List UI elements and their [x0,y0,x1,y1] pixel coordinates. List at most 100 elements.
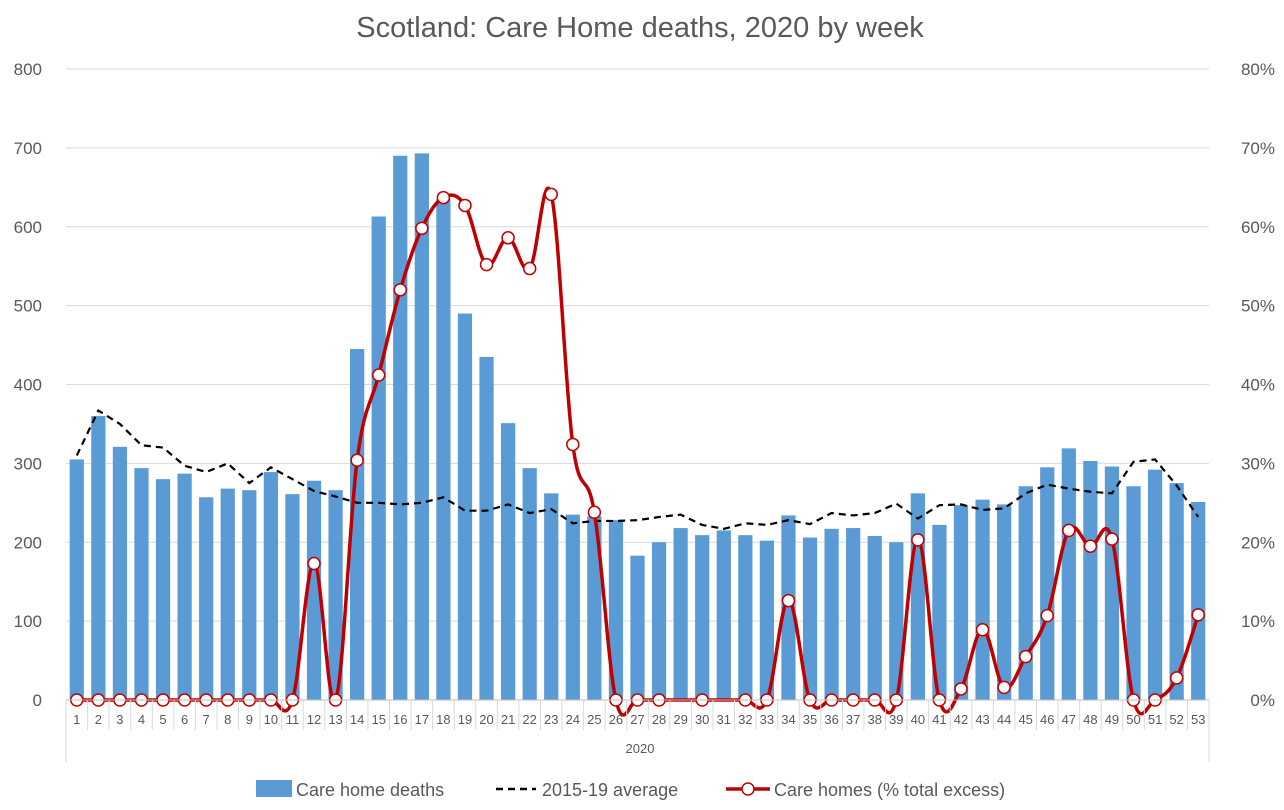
legend-swatch-marker [741,782,755,796]
x-tick-label: 18 [436,712,450,727]
gridlines [66,68,1209,622]
x-tick-label: 53 [1191,712,1205,727]
bar-week-36 [824,528,839,700]
excess-marker-week-42 [954,682,968,696]
bar-week-3 [112,446,128,700]
bar-week-2 [91,416,106,700]
bar-week-44 [997,504,1012,700]
excess-marker-week-46 [1040,608,1055,623]
x-tick-label: 51 [1148,712,1162,727]
y-tick-label-right: 50% [1241,297,1275,316]
x-tick-label: 1 [73,712,80,727]
bar-week-48 [1083,461,1098,700]
y-tick-label-left: 500 [14,297,42,316]
bar-week-35 [802,537,818,700]
bar-week-1 [69,459,84,700]
bar-week-33 [759,540,775,700]
excess-marker-week-12 [307,556,321,571]
y-tick-label-right: 0% [1250,691,1275,710]
x-tick-label: 7 [203,712,210,727]
x-tick-label: 41 [932,712,946,727]
y-tick-label-left: 600 [14,218,42,237]
y-tick-label-left: 100 [14,612,42,631]
x-tick-label: 27 [630,712,644,727]
bar-week-45 [1018,486,1033,700]
x-tick-label: 4 [138,712,145,727]
bar-week-10 [263,472,278,700]
x-tick-label: 40 [911,712,925,727]
x-tick-label: 47 [1062,712,1076,727]
x-tick-label: 48 [1083,712,1097,727]
x-tick-label: 12 [307,712,321,727]
legend-swatch-bars [256,780,292,797]
x-tick-label: 50 [1126,712,1140,727]
legend-item-care-home-deaths: Care home deaths [256,780,444,800]
x-tick-label: 30 [695,712,709,727]
bar-week-28 [651,542,667,700]
bar-week-53 [1191,502,1206,700]
x-tick-label: 49 [1105,712,1119,727]
x-tick-label: 39 [889,712,903,727]
excess-marker-week-43 [975,623,990,637]
bar-week-18 [436,199,451,701]
x-tick-label: 26 [609,712,623,727]
bar-week-21 [500,423,516,700]
y-tick-label-left: 400 [14,376,42,395]
bar-series-care-home-deaths [69,153,1206,701]
bar-week-46 [1040,467,1055,700]
x-tick-label: 17 [415,712,429,727]
bar-week-38 [867,535,882,700]
bar-week-25 [587,516,602,700]
x-tick-label: 45 [1018,712,1032,727]
x-tick-label: 19 [458,712,472,727]
bar-week-8 [220,488,235,700]
x-tick-label: 46 [1040,712,1054,727]
bar-week-20 [479,356,494,700]
bar-week-37 [846,528,861,700]
x-tick-label: 2 [95,712,102,727]
x-tick-label: 20 [479,712,493,727]
y-tick-label-right: 40% [1241,376,1275,395]
y-tick-label-right: 10% [1241,612,1275,631]
x-tick-label: 15 [371,712,385,727]
y-tick-label-right: 30% [1241,454,1275,473]
x-tick-label: 29 [673,712,687,727]
excess-marker-week-22 [522,261,537,276]
x-tick-label: 8 [224,712,231,727]
x-tick-label: 31 [717,712,731,727]
excess-marker-week-18 [436,190,451,205]
excess-marker-week-15 [371,368,386,382]
excess-marker-week-44 [997,680,1011,695]
bar-week-9 [242,490,257,700]
x-tick-label: 52 [1169,712,1183,727]
bar-week-19 [457,313,473,700]
bar-week-43 [975,499,990,700]
x-tick-label: 22 [522,712,536,727]
excess-marker-week-24 [566,437,580,452]
x-tick-label: 5 [159,712,166,727]
x-tick-label: 6 [181,712,188,727]
x-tick-label: 23 [544,712,558,727]
x-tick-label: 14 [350,712,364,727]
bar-week-5 [155,479,171,700]
bar-week-26 [608,520,624,700]
x-tick-label: 44 [997,712,1011,727]
bar-week-7 [199,497,214,700]
excess-marker-week-16 [393,283,408,297]
axes: 0 100 200 300 400 500 600 700 800 0% 10% 20% 30% 40% 5… [14,60,1275,762]
bar-week-23 [544,493,559,700]
x-tick-label: 33 [760,712,774,727]
bar-week-34 [781,515,796,700]
bar-week-27 [630,555,645,700]
bar-week-13 [328,490,343,700]
excess-marker-week-14 [350,453,364,467]
x-tick-label: 16 [393,712,407,727]
excess-marker-week-53 [1191,608,1205,622]
x-tick-label: 25 [587,712,601,727]
bar-week-11 [285,494,300,700]
x-tick-label: 32 [738,712,752,727]
bar-week-16 [393,155,408,700]
x-tick-label: 10 [264,712,278,727]
bar-week-49 [1104,466,1120,700]
